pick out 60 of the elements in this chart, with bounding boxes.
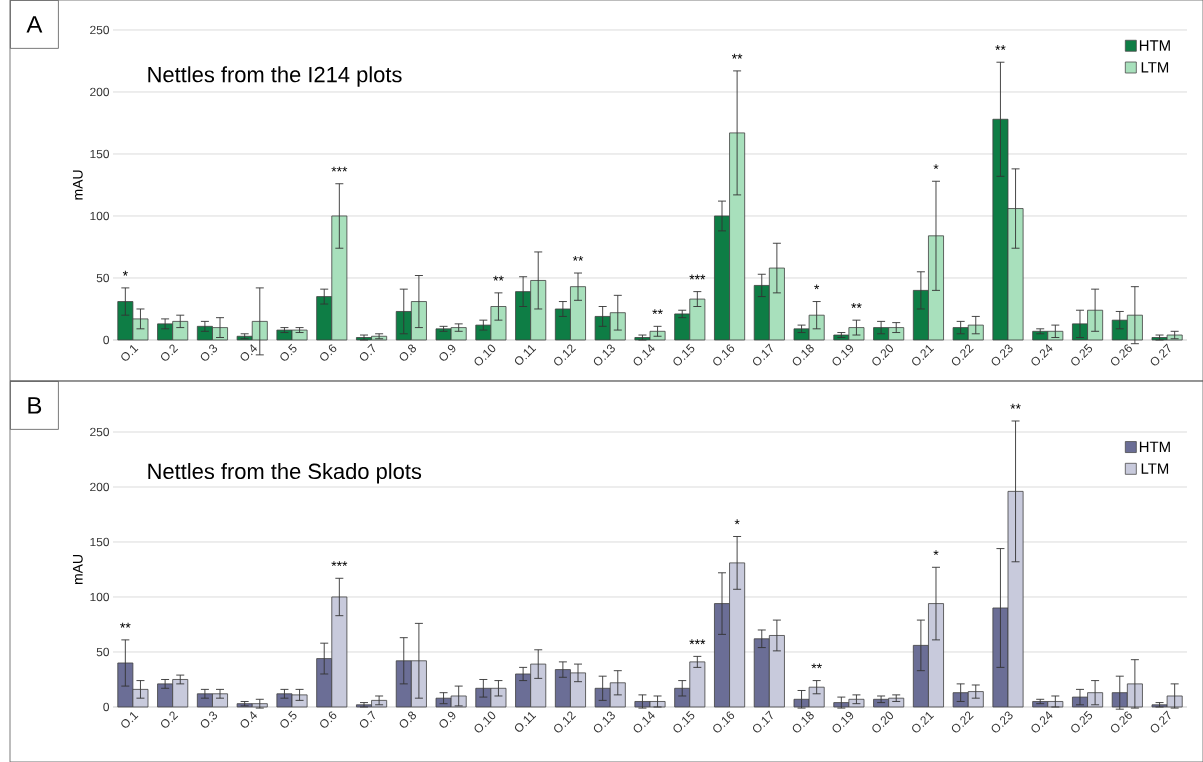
- x-tick-label: O.1: [121, 712, 139, 728]
- legend-label: LTM: [1141, 62, 1169, 73]
- y-tick-label: 50: [96, 647, 110, 657]
- y-tick-label: 250: [90, 427, 110, 437]
- annotation: **: [652, 309, 663, 315]
- y-tick-label: 200: [90, 87, 110, 97]
- legend-label: HTM: [1139, 40, 1170, 51]
- x-tick-label: O.11: [514, 712, 537, 732]
- x-tick-label: O.5: [280, 710, 297, 728]
- x-tick-label: O.3: [200, 711, 218, 728]
- text: B: [28, 397, 42, 414]
- x-tick-label: O.8: [399, 344, 416, 361]
- annotation: *: [122, 270, 128, 276]
- legend-label: LTM: [1141, 463, 1169, 474]
- annotation: *: [933, 164, 939, 170]
- legend-label: HTM: [1139, 441, 1170, 452]
- y-tick-label: 200: [90, 482, 110, 492]
- y-tick-label: 150: [90, 149, 110, 159]
- y-axis-title: mAU: [72, 555, 83, 585]
- x-tick-label: O.3: [200, 344, 218, 361]
- annotation: **: [731, 53, 743, 59]
- y-tick-label: 150: [90, 537, 110, 547]
- x-tick-label: O.8: [399, 711, 416, 728]
- x-tick-label: O.4: [240, 711, 258, 728]
- x-tick-label: O.9: [439, 344, 456, 361]
- y-tick-label: 100: [90, 592, 110, 602]
- x-tick-label: O.5: [280, 343, 297, 361]
- annotation: ***: [331, 561, 348, 567]
- x-tick-label: O.2: [161, 711, 179, 728]
- y-axis-title: mAU: [72, 170, 83, 200]
- y-tick-label: 0: [103, 702, 110, 712]
- x-tick-label: O.7: [359, 710, 376, 728]
- y-tick-label: 100: [90, 211, 110, 221]
- annotation: *: [933, 550, 939, 556]
- x-tick-label: O.2: [161, 344, 179, 361]
- x-tick-label: O.1: [121, 345, 139, 361]
- y-tick-label: 50: [96, 273, 110, 283]
- x-tick-label: O.6: [320, 344, 337, 361]
- annotation: **: [995, 45, 1006, 50]
- x-tick-label: O.7: [359, 343, 376, 361]
- x-tick-label: O.9: [439, 711, 456, 728]
- annotation: ***: [331, 166, 348, 172]
- text: Nettles from the Skado plots: [148, 463, 422, 484]
- annotation: **: [493, 275, 504, 281]
- annotation: **: [120, 622, 131, 628]
- x-tick-label: O.6: [320, 711, 337, 728]
- text: **: [1010, 403, 1021, 409]
- annotation: **: [811, 663, 822, 669]
- text: Nettles from the I214 plots: [148, 66, 402, 87]
- annotation: ***: [689, 639, 706, 645]
- y-tick-label: 250: [90, 25, 110, 35]
- x-tick-label: O.11: [514, 345, 537, 365]
- annotation: **: [851, 303, 862, 308]
- text: A: [26, 16, 43, 33]
- x-tick-label: O.4: [240, 344, 258, 361]
- annotation: ***: [689, 274, 706, 280]
- y-tick-label: 0: [103, 335, 110, 345]
- annotation: *: [734, 519, 740, 525]
- annotation: **: [572, 255, 584, 261]
- annotation: *: [814, 284, 820, 290]
